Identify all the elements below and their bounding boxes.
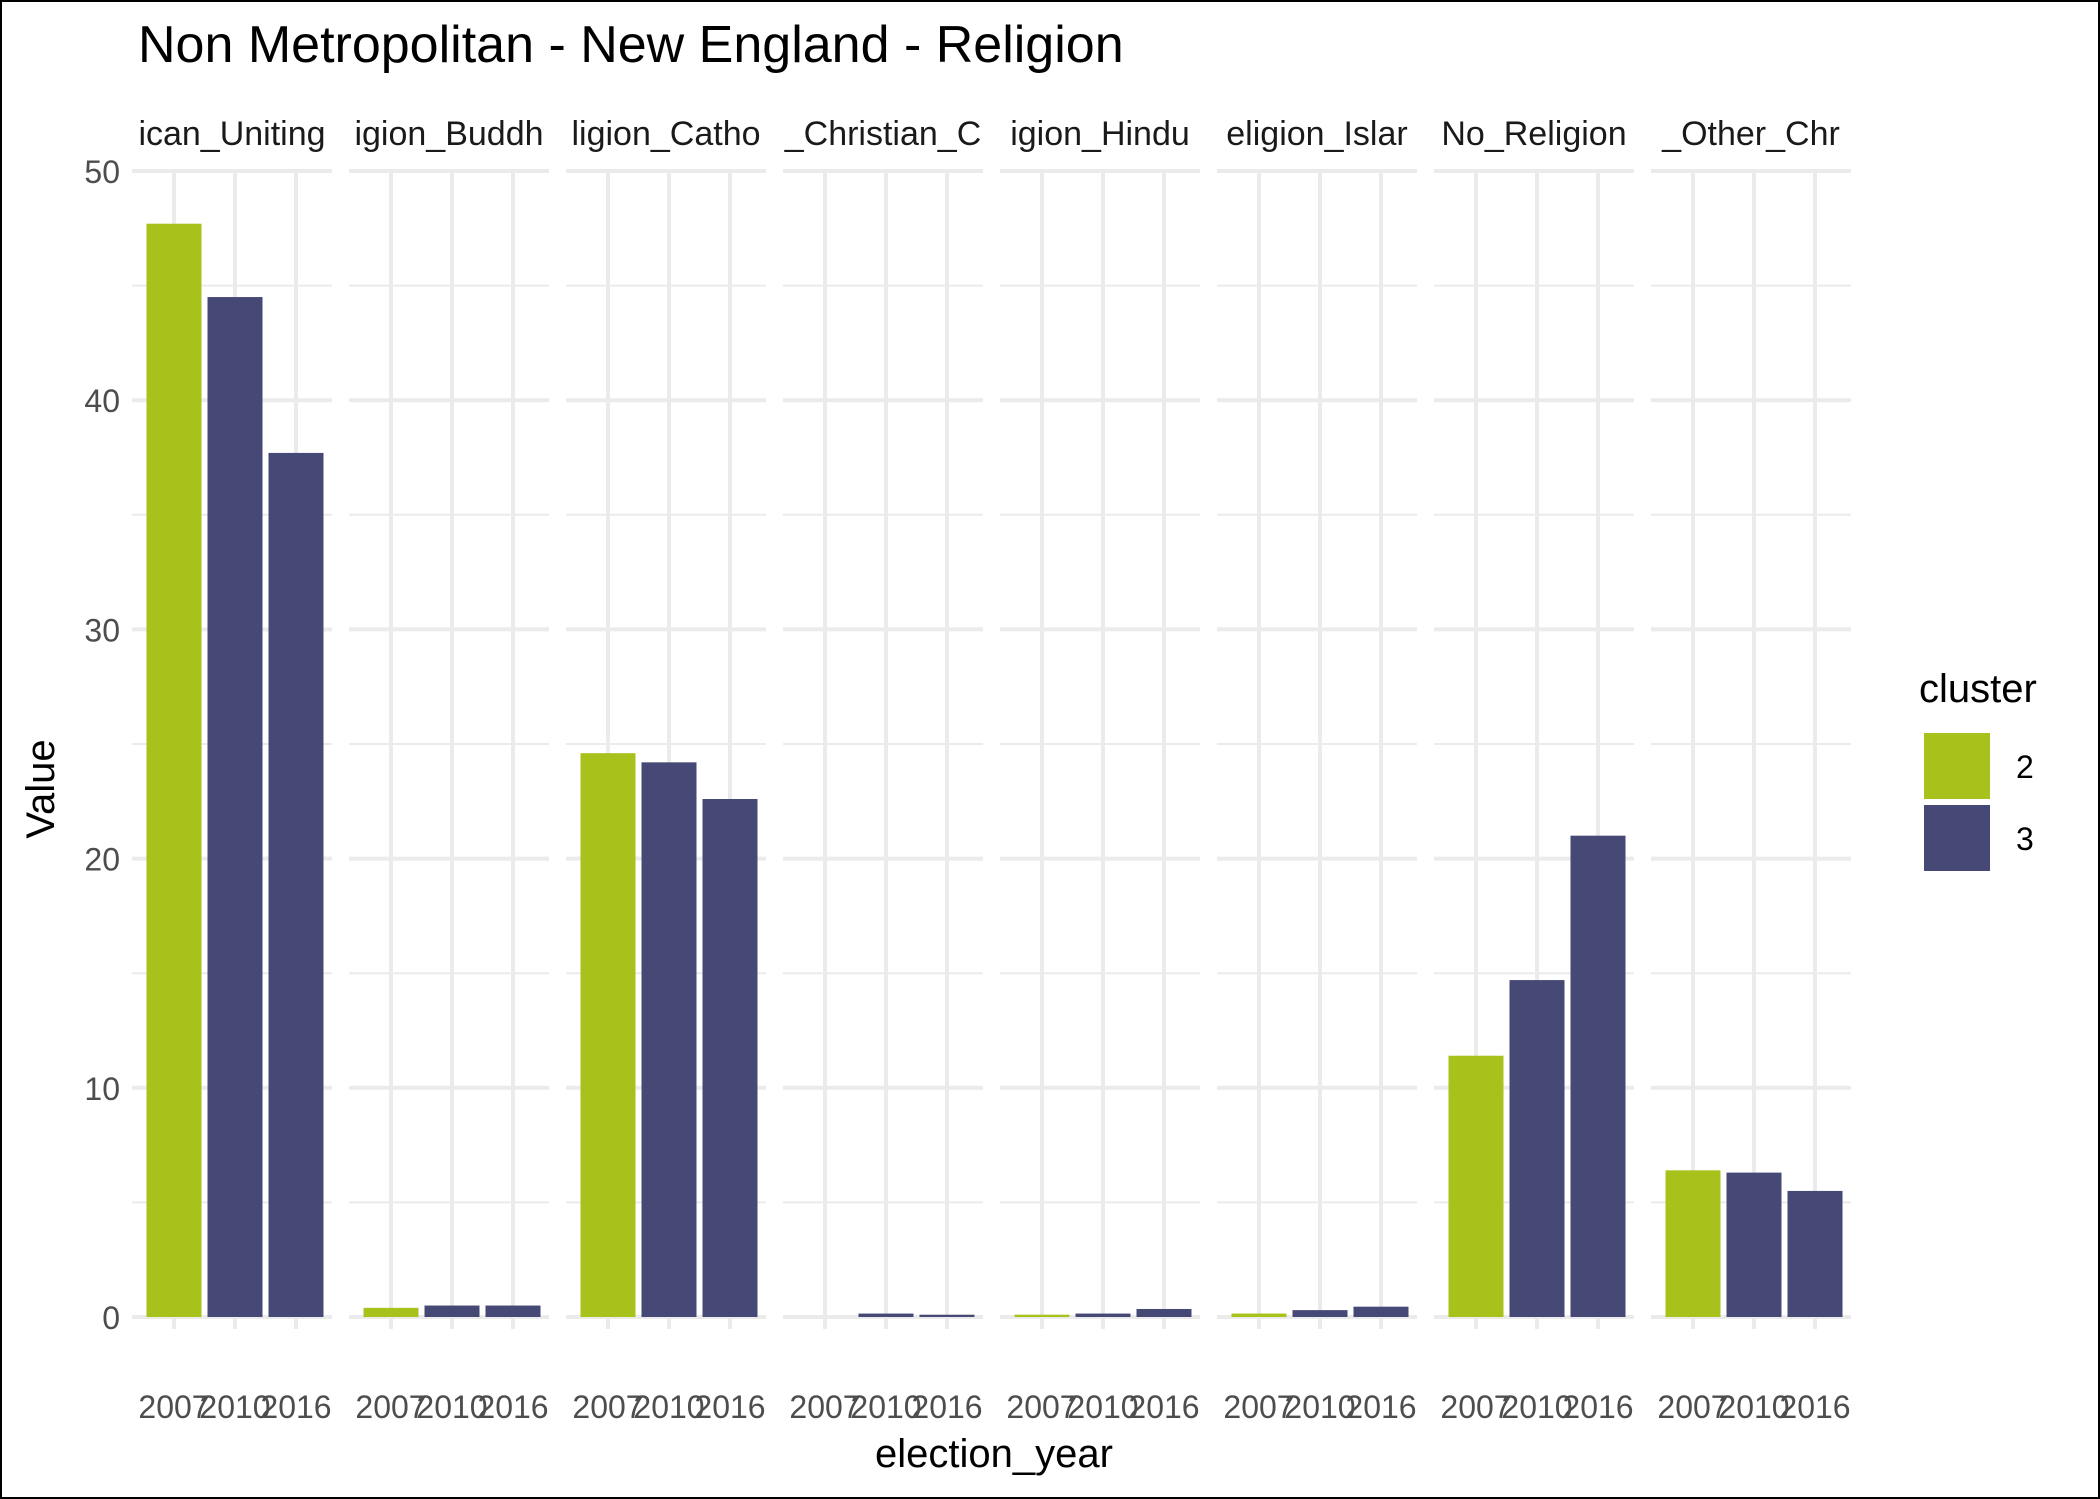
bar (641, 762, 697, 1317)
y-tick-label: 30 (84, 612, 120, 648)
facet-strip-label: ligion_Catho (571, 115, 760, 153)
x-tick-label: 2016 (1779, 1389, 1850, 1425)
y-tick-label: 50 (84, 154, 120, 190)
facet-strip-label: ican_Uniting (138, 115, 325, 153)
bar (268, 452, 324, 1317)
x-tick-label: 2007 (1657, 1389, 1728, 1425)
bar (146, 223, 202, 1317)
bar (1726, 1172, 1782, 1317)
legend-label: 2 (2016, 749, 2034, 785)
bar (702, 799, 758, 1317)
bar (424, 1305, 480, 1317)
x-tick-label: 2010 (850, 1389, 921, 1425)
x-axis-label: election_year (875, 1432, 1113, 1476)
y-axis-ticks: 0 10 20 30 40 50 (84, 154, 120, 1336)
x-tick-label: 2016 (1562, 1389, 1633, 1425)
x-tick-label: 2016 (911, 1389, 982, 1425)
x-tick-label: 2016 (260, 1389, 331, 1425)
legend-swatch (1924, 805, 1990, 871)
x-tick-label: 2010 (633, 1389, 704, 1425)
facet-strip-label: No_Religion (1441, 115, 1626, 153)
bar (485, 1305, 541, 1317)
facet-strip-label: igion_Buddh (354, 115, 543, 153)
x-tick-label: 2010 (1501, 1389, 1572, 1425)
x-tick-label: 2016 (1128, 1389, 1199, 1425)
x-tick-label: 2016 (1345, 1389, 1416, 1425)
bar (1353, 1306, 1409, 1317)
legend-label: 3 (2016, 821, 2034, 857)
bar (1292, 1310, 1348, 1317)
bar (1136, 1308, 1192, 1317)
bar (580, 753, 636, 1317)
bar (1570, 835, 1626, 1317)
y-axis-label: Value (19, 739, 63, 838)
x-tick-label: 2010 (416, 1389, 487, 1425)
bar (858, 1313, 914, 1317)
x-tick-label: 2007 (1440, 1389, 1511, 1425)
bar (1014, 1314, 1070, 1317)
facet-strip-label: igion_Hindu (1010, 115, 1190, 153)
facet-panels: ican_Uniting200720102016igion_Buddh20072… (132, 115, 1851, 1425)
x-tick-label: 2010 (1284, 1389, 1355, 1425)
x-tick-label: 2016 (694, 1389, 765, 1425)
facet-strip-label: _Other_Chr (1661, 115, 1840, 153)
x-tick-label: 2016 (477, 1389, 548, 1425)
x-tick-label: 2007 (1006, 1389, 1077, 1425)
x-tick-label: 2007 (789, 1389, 860, 1425)
bar (1448, 1055, 1504, 1317)
bar (1231, 1313, 1287, 1317)
bar (1787, 1190, 1843, 1317)
x-tick-label: 2007 (355, 1389, 426, 1425)
legend-swatch (1924, 733, 1990, 799)
bar (1075, 1313, 1131, 1317)
bar (1665, 1170, 1721, 1317)
facet-strip-label: eligion_Islar (1226, 115, 1407, 153)
x-tick-label: 2010 (199, 1389, 270, 1425)
bar (207, 297, 263, 1317)
bar (919, 1314, 975, 1317)
bar (363, 1307, 419, 1317)
y-tick-label: 0 (102, 1300, 120, 1336)
x-tick-label: 2010 (1718, 1389, 1789, 1425)
x-tick-label: 2007 (1223, 1389, 1294, 1425)
x-tick-label: 2007 (572, 1389, 643, 1425)
facet-strip-label: _Christian_C (784, 115, 982, 153)
chart-title: Non Metropolitan - New England - Religio… (138, 16, 1124, 74)
bar (1509, 980, 1565, 1317)
y-tick-label: 40 (84, 383, 120, 419)
x-tick-label: 2007 (138, 1389, 209, 1425)
y-tick-label: 20 (84, 842, 120, 878)
y-tick-label: 10 (84, 1071, 120, 1107)
x-tick-label: 2010 (1067, 1389, 1138, 1425)
legend: cluster 2 3 (1919, 667, 2037, 871)
legend-title: cluster (1919, 667, 2037, 711)
